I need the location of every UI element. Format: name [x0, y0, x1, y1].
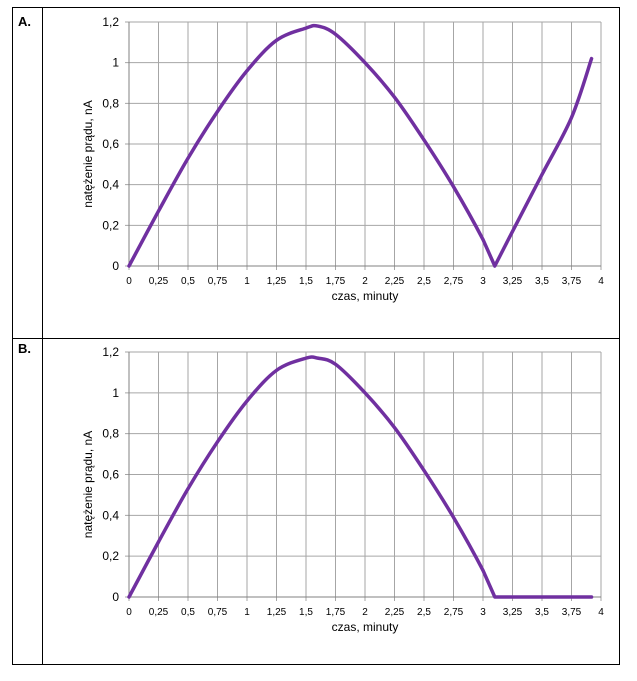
chart-b-x-axis-label: czas, minuty: [332, 620, 399, 634]
chart-a-x-tick-label: 3,75: [562, 276, 582, 287]
chart-a-ticks: 0 0,25 0,5 0,75 1 1,25 1,5 1,75 2 2,25 2,5 2,75 3 3,2…: [102, 15, 604, 287]
chart-a-x-tick-label: 0: [126, 276, 132, 287]
chart-a-x-tick-label: 3,5: [535, 276, 549, 287]
chart-b-x-tick-label: 3,75: [562, 607, 582, 618]
chart-b-x-tick-label: 2,75: [444, 607, 464, 618]
chart-a-y-tick-label: 0: [112, 259, 119, 273]
chart-b-x-tick-label: 0,25: [149, 607, 169, 618]
chart-b-x-tick-label: 1,5: [299, 607, 313, 618]
chart-a-y-tick-label: 0,8: [102, 96, 119, 110]
chart-a-x-tick-label: 3,25: [503, 276, 523, 287]
chart-b-x-tick-label: 2: [362, 607, 368, 618]
chart-a-x-tick-label: 2,5: [417, 276, 431, 287]
chart-a-y-tick-label: 1: [112, 56, 119, 70]
chart-b-x-tick-label: 2,5: [417, 607, 431, 618]
chart-a-x-tick-label: 2,75: [444, 276, 464, 287]
chart-a-y-tick-label: 1,2: [102, 15, 119, 29]
chart-b-ticks: 0 0,25 0,5 0,75 1 1,25 1,5 1,75 2 2,25 2,5 2,75 3 3,2…: [102, 345, 604, 618]
panel-label-b: B.: [18, 341, 31, 356]
figure-frame: [12, 7, 620, 665]
chart-b-x-tick-label: 0,75: [208, 607, 228, 618]
chart-b-y-tick-label: 1: [112, 386, 119, 400]
chart-a-x-tick-label: 1: [244, 276, 250, 287]
chart-a-x-tick-label: 4: [598, 276, 604, 287]
chart-b-x-tick-label: 4: [598, 607, 604, 618]
chart-b-x-tick-label: 1,25: [267, 607, 287, 618]
chart-b-x-tick-label: 1: [244, 607, 250, 618]
chart-a-x-tick-label: 1,75: [326, 276, 346, 287]
chart-b-x-tick-label: 3,25: [503, 607, 523, 618]
chart-a-series: [127, 23, 594, 268]
chart-a-x-tick-label: 1,25: [267, 276, 287, 287]
chart-b-y-axis-label: natężenie prądu, nA: [81, 431, 95, 538]
chart-b-x-tick-label: 0: [126, 607, 132, 618]
chart-a-x-tick-label: 1,5: [299, 276, 313, 287]
chart-a-y-tick-label: 0,4: [102, 178, 119, 192]
chart-a-y-tick-label: 0,2: [102, 218, 119, 232]
chart-a-y-tick-label: 0,6: [102, 137, 119, 151]
chart-b-x-tick-label: 3: [480, 607, 486, 618]
chart-b-y-tick-label: 0,2: [102, 549, 119, 563]
chart-a-y-axis-label: natężenie prądu, nA: [81, 100, 95, 207]
chart-b-x-tick-label: 0,5: [181, 607, 195, 618]
chart-b-series-line: [127, 355, 594, 599]
panel-label-a: A.: [18, 14, 31, 29]
chart-a-x-axis-label: czas, minuty: [332, 289, 399, 303]
chart-a-x-tick-label: 2,25: [385, 276, 405, 287]
panel-divider: [13, 338, 619, 339]
chart-a-x-tick-label: 0,5: [181, 276, 195, 287]
chart-b-x-tick-label: 2,25: [385, 607, 405, 618]
chart-a-x-tick-label: 0,75: [208, 276, 228, 287]
chart-b-x-tick-label: 1,75: [326, 607, 346, 618]
chart-b-y-tick-label: 0,6: [102, 468, 119, 482]
chart-b-x-tick-label: 3,5: [535, 607, 549, 618]
chart-a-series-line: [127, 23, 594, 268]
chart-a-x-tick-label: 3: [480, 276, 486, 287]
chart-b-series: [127, 355, 594, 599]
chart-a-x-tick-label: 2: [362, 276, 368, 287]
label-column-divider: [42, 8, 43, 664]
chart-b-y-tick-label: 1,2: [102, 345, 119, 359]
chart-b-y-tick-label: 0,4: [102, 508, 119, 522]
chart-b-y-tick-label: 0: [112, 590, 119, 604]
chart-a-x-tick-label: 0,25: [149, 276, 169, 287]
chart-b-y-tick-label: 0,8: [102, 427, 119, 441]
